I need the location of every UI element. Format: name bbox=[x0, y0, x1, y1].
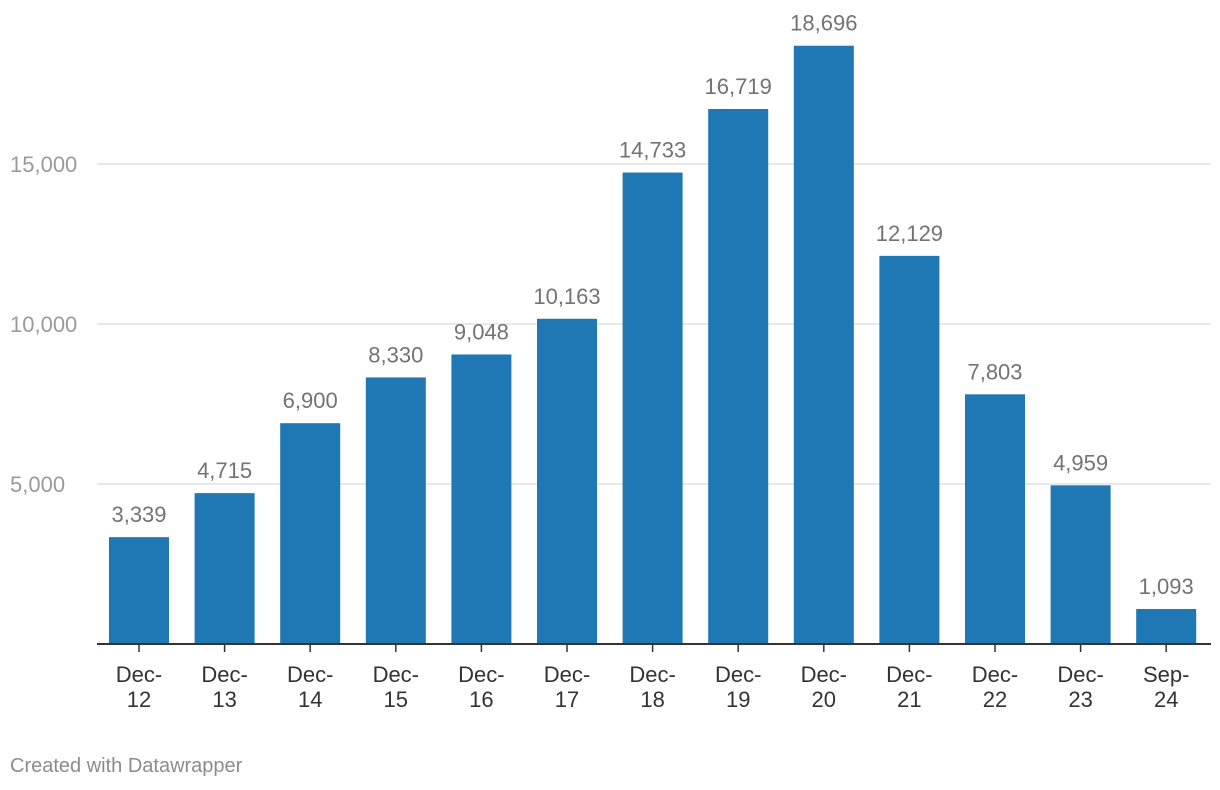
bar bbox=[365, 377, 426, 644]
x-tick-label: Dec-23 bbox=[1057, 662, 1103, 712]
y-tick-label: 15,000 bbox=[10, 152, 77, 177]
bar bbox=[622, 172, 683, 644]
x-tick-label: Dec-22 bbox=[972, 662, 1018, 712]
bar bbox=[537, 318, 597, 644]
bar bbox=[965, 394, 1025, 644]
x-axis-ticks: Dec-12 Dec-13 Dec-14 Dec-15 Dec-16 Dec-17 Dec-… bbox=[116, 644, 1189, 712]
x-tick-label: Sep-24 bbox=[1143, 662, 1189, 712]
x-tick-label: Dec-17 bbox=[544, 662, 590, 712]
bar-value-label: 4,959 bbox=[1053, 450, 1108, 475]
bar-value-label: 7,803 bbox=[967, 359, 1022, 384]
x-tick-label: Dec-13 bbox=[201, 662, 247, 712]
bar bbox=[879, 255, 940, 644]
bar-value-label: 4,715 bbox=[197, 458, 252, 483]
x-tick-label: Dec-16 bbox=[458, 662, 504, 712]
bar bbox=[109, 537, 169, 644]
x-tick-label: Dec-14 bbox=[287, 662, 333, 712]
y-tick-label: 5,000 bbox=[10, 472, 65, 497]
credit-footer: Created with Datawrapper bbox=[10, 755, 243, 777]
y-tick-label: 10,000 bbox=[10, 312, 77, 337]
bar-value-label: 8,330 bbox=[368, 342, 423, 367]
bar bbox=[194, 493, 255, 644]
x-tick-label: Dec-20 bbox=[801, 662, 847, 712]
bar bbox=[451, 354, 512, 644]
bar bbox=[1136, 609, 1197, 644]
bar-value-label: 10,163 bbox=[533, 284, 600, 309]
x-tick-label: Dec-18 bbox=[629, 662, 675, 712]
bar bbox=[280, 423, 341, 644]
bar-value-label: 12,129 bbox=[876, 221, 943, 246]
bar bbox=[708, 108, 769, 644]
x-tick-label: Dec-12 bbox=[116, 662, 162, 712]
bar-value-label: 1,093 bbox=[1139, 574, 1194, 599]
bar-value-label: 6,900 bbox=[283, 388, 338, 413]
bar-chart: 5,000 10,000 15,000 3,339 4,715 6,900 8,330 9,… bbox=[10, 11, 1211, 712]
bar bbox=[1050, 485, 1111, 644]
bars bbox=[109, 45, 1197, 644]
bar-value-label: 14,733 bbox=[619, 138, 686, 163]
y-axis-ticks: 5,000 10,000 15,000 bbox=[10, 152, 77, 497]
bar-value-label: 9,048 bbox=[454, 319, 509, 344]
x-tick-label: Dec-15 bbox=[373, 662, 419, 712]
value-labels: 3,339 4,715 6,900 8,330 9,048 10,163 14,733 16,… bbox=[111, 11, 1193, 599]
bar-value-label: 18,696 bbox=[790, 11, 857, 36]
bar-value-label: 16,719 bbox=[705, 74, 772, 99]
bar bbox=[793, 45, 854, 644]
x-tick-label: Dec-21 bbox=[886, 662, 932, 712]
x-tick-label: Dec-19 bbox=[715, 662, 761, 712]
bar-value-label: 3,339 bbox=[111, 502, 166, 527]
